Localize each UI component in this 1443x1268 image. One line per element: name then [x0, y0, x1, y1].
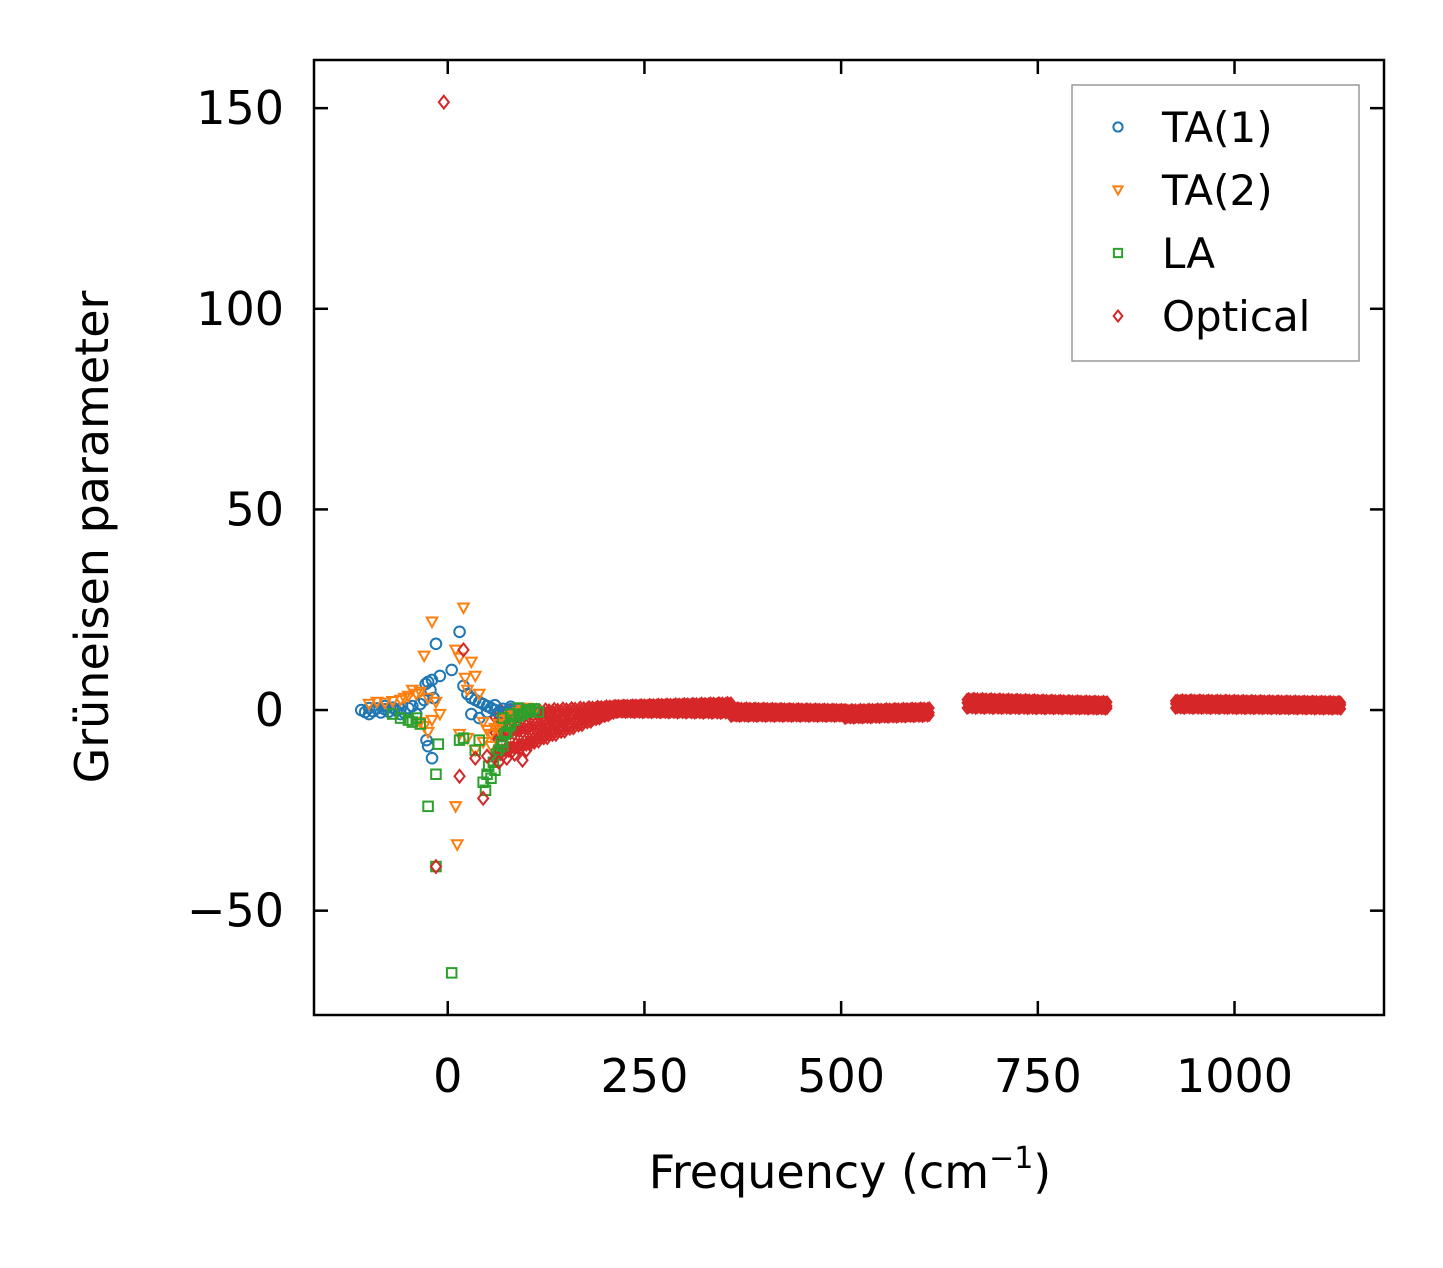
la-point — [512, 702, 525, 714]
ta-2-point — [468, 670, 483, 684]
ta-2-point — [450, 839, 465, 852]
ta-2-point — [460, 684, 475, 698]
la-point — [504, 708, 517, 720]
la-point — [497, 740, 509, 752]
la-point — [457, 732, 470, 744]
ta-2-point — [362, 698, 377, 712]
legend-marker-ta-2 — [1111, 185, 1125, 197]
legend-label-la: LA — [1162, 229, 1215, 278]
optical-band-point — [518, 721, 531, 736]
ta-2-point — [452, 652, 467, 666]
optical-point — [437, 94, 451, 111]
la-point — [422, 800, 434, 813]
ta-2-point — [413, 686, 428, 700]
ta-2-point — [448, 801, 463, 814]
data-marks — [354, 94, 1347, 979]
ta-2-point — [401, 690, 416, 704]
y-tick-label: 50 — [225, 482, 284, 536]
ta-2-point — [476, 716, 491, 730]
optical-point — [480, 748, 494, 765]
optical-point — [508, 746, 521, 763]
x-tick-label: 500 — [797, 1049, 885, 1103]
optical-band-point — [1335, 695, 1347, 710]
la-point — [430, 768, 442, 781]
ta-2-point — [425, 616, 440, 630]
optical-band-point — [515, 720, 527, 735]
ta-1-point — [445, 663, 458, 677]
optical-point — [527, 734, 541, 751]
optical-point — [567, 708, 580, 725]
la-point — [473, 734, 485, 746]
optical-point — [476, 790, 490, 807]
series-optical — [429, 94, 580, 875]
ta-2-point — [464, 656, 479, 670]
x-tick-label: 250 — [601, 1049, 689, 1103]
optical-band-point — [520, 718, 532, 733]
la-point — [532, 706, 544, 718]
ta-2-point — [417, 650, 432, 664]
y-tick-label: −50 — [187, 884, 284, 938]
axes: 0 250 500 750 1000 −50 0 50 100 150 — [187, 58, 1386, 1103]
la-point — [489, 764, 501, 776]
x-tick-label: 0 — [433, 1049, 462, 1103]
ta-2-point — [456, 602, 471, 616]
x-axis-title: Frequency (cm−1) — [649, 1141, 1052, 1199]
x-tick-label: 1000 — [1176, 1049, 1293, 1103]
ta-1-point — [461, 687, 474, 701]
legend: TA(1) TA(2) LA Optical — [1071, 84, 1360, 362]
ta-2-point — [377, 697, 392, 711]
ta-2-point — [425, 714, 440, 728]
ta-1-point — [378, 699, 392, 713]
optical-point — [453, 768, 466, 785]
legend-label-ta-2: TA(2) — [1161, 166, 1273, 215]
ta-1-point — [433, 669, 447, 683]
y-tick-label: 0 — [255, 683, 284, 737]
x-tick-label: 750 — [994, 1049, 1082, 1103]
ta-2-point — [458, 672, 473, 686]
ta-2-point — [484, 728, 499, 742]
y-tick-label: 150 — [196, 81, 284, 135]
optical-band-point — [1101, 694, 1113, 710]
ta-2-point — [432, 708, 447, 722]
ta-1-point — [453, 625, 466, 639]
legend-marker-la — [1112, 247, 1124, 259]
plot-frame — [312, 58, 1386, 1017]
optical-band-point — [923, 700, 935, 716]
optical-point — [535, 726, 549, 743]
optical-band-point — [527, 719, 539, 734]
ta-1-point — [425, 751, 439, 765]
optical-band-point — [522, 722, 534, 737]
y-tick-label: 100 — [196, 282, 284, 336]
legend-marker-ta-1 — [1112, 121, 1124, 133]
la-point — [394, 712, 407, 724]
optical-point — [457, 641, 470, 658]
legend-label-ta-1: TA(1) — [1161, 103, 1273, 152]
series-optical-bands — [489, 691, 1347, 766]
optical-band-point — [524, 718, 536, 734]
optical-point — [468, 750, 482, 767]
y-axis-title: Grüneisen parameter — [65, 290, 119, 783]
legend-marker-optical — [1112, 308, 1124, 324]
la-point — [432, 738, 445, 750]
ta-2-point — [369, 696, 384, 710]
ta-2-point — [385, 695, 400, 709]
ta-2-point — [472, 688, 487, 702]
legend-label-optical: Optical — [1162, 292, 1310, 341]
ta-2-point — [428, 696, 443, 710]
ta-2-point — [421, 726, 436, 740]
ta-1-point — [488, 698, 502, 712]
optical-point — [429, 858, 443, 875]
la-point — [414, 718, 426, 730]
ta-1-point — [429, 637, 443, 651]
optical-point — [520, 742, 533, 759]
optical-point — [516, 752, 529, 769]
la-point — [520, 704, 533, 716]
la-point — [445, 967, 458, 979]
